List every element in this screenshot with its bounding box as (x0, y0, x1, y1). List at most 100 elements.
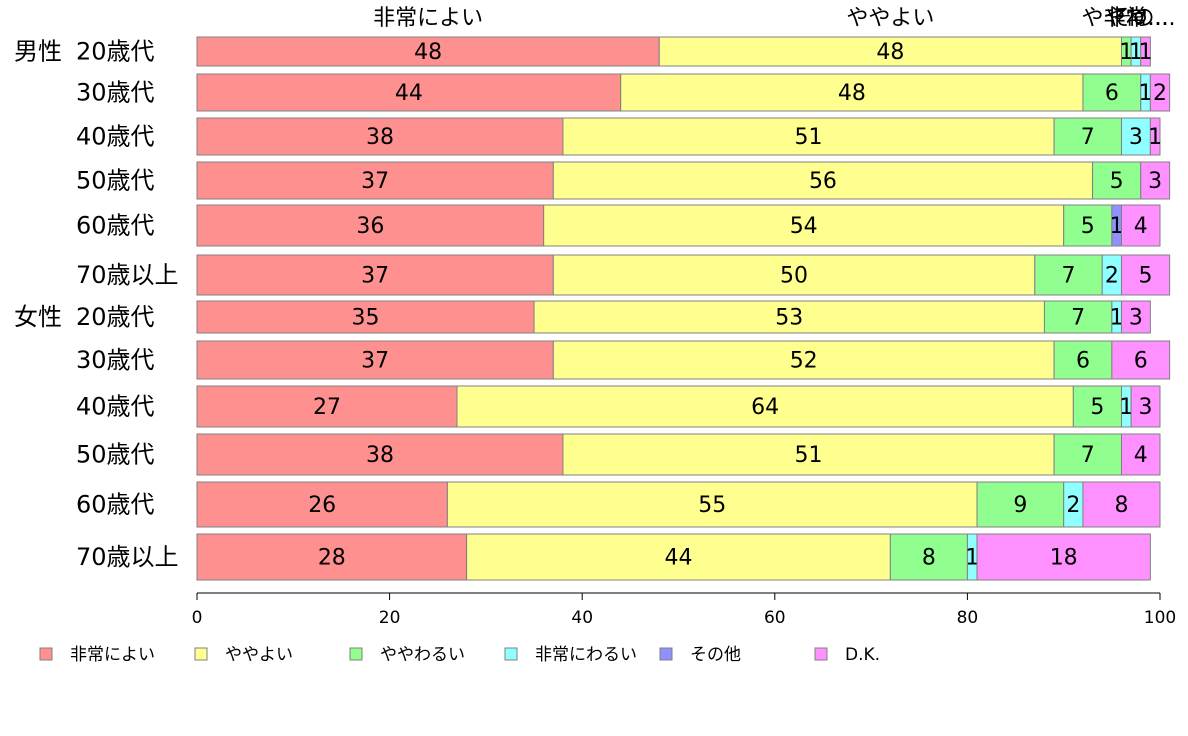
top-segment-label: ややよい (846, 6, 934, 31)
bar-row: 27 64 5 1 3 (196, 385, 1161, 428)
data-label: 18 (1050, 546, 1078, 571)
data-label: 64 (751, 395, 779, 420)
category-label: 50歳代 (76, 441, 155, 469)
bar-segment (196, 533, 468, 581)
category-label: 30歳代 (76, 79, 155, 107)
data-label: 7 (1062, 264, 1076, 289)
data-label: 7 (1081, 125, 1095, 150)
category-label: 40歳代 (76, 123, 155, 151)
data-label: 36 (356, 214, 384, 239)
data-label: 28 (318, 546, 346, 571)
legend-item: ややよい (194, 645, 293, 665)
category-label: 70歳以上 (76, 543, 179, 571)
x-tick-label: 100 (1144, 608, 1176, 628)
bar-segment (620, 73, 1084, 112)
data-label: 1 (1148, 125, 1162, 150)
legend-item: 非常によい (39, 645, 155, 665)
bar-row: 37 50 7 2 5 (196, 254, 1171, 296)
bar-segment (196, 73, 622, 112)
category-label: 30歳代 (76, 346, 155, 374)
data-label: 51 (795, 443, 823, 468)
legend-label: ややわるい (380, 645, 465, 665)
data-label: 1 (1110, 214, 1124, 239)
bar-segment (1034, 254, 1103, 296)
data-label: 48 (876, 40, 904, 65)
data-label: 1 (1110, 306, 1124, 331)
data-label: 8 (1114, 493, 1128, 518)
bar-segment (196, 204, 545, 247)
category-label: 60歳代 (76, 491, 155, 519)
data-label: 5 (1090, 395, 1104, 420)
bar-segment (976, 481, 1065, 528)
bar-segment (889, 533, 968, 581)
data-label: 1 (965, 546, 979, 571)
data-label: 53 (775, 306, 803, 331)
data-label: 44 (395, 81, 423, 106)
top-segment-label: ややわ... (1082, 6, 1169, 31)
data-label: 2 (1066, 493, 1080, 518)
bar-segment (1053, 117, 1122, 156)
bar-row: 38 51 7 3 1 (196, 117, 1162, 156)
legend-label: その他 (690, 645, 741, 665)
data-label: 3 (1148, 169, 1162, 194)
category-label: 70歳以上 (76, 261, 179, 289)
x-tick-label: 40 (571, 608, 593, 628)
data-label: 8 (922, 546, 936, 571)
bar-segment (1130, 385, 1161, 428)
legend-item: D.K. (814, 645, 880, 665)
data-label: 38 (366, 443, 394, 468)
x-tick-label: 20 (379, 608, 401, 628)
data-label: 7 (1071, 306, 1085, 331)
data-label: 51 (795, 125, 823, 150)
bar-segment (976, 533, 1151, 581)
legend-swatch (504, 647, 518, 661)
bar-segment (1063, 204, 1113, 247)
bar-segment (1120, 433, 1161, 476)
bar-segment (466, 533, 891, 581)
bar-row: 37 52 6 6 (196, 340, 1171, 380)
bar-segment (562, 433, 1055, 476)
data-label: 9 (1013, 493, 1027, 518)
data-label: 26 (308, 493, 336, 518)
data-label: 37 (361, 264, 389, 289)
legend-label: 非常によい (70, 645, 155, 665)
legend-label: ややよい (225, 645, 293, 665)
data-label: 6 (1134, 349, 1148, 374)
x-axis: 0 20 40 60 80 100 (192, 592, 1176, 628)
bar-segment (196, 340, 554, 380)
data-label: 1 (1129, 40, 1143, 65)
data-label: 3 (1129, 125, 1143, 150)
legend-label: 非常にわるい (535, 645, 637, 665)
bar-segment (552, 254, 1036, 296)
data-label: 37 (361, 169, 389, 194)
bar-segment (196, 385, 458, 428)
data-label: 3 (1129, 306, 1143, 331)
bar-segment (456, 385, 1074, 428)
bar-segment (1140, 36, 1151, 67)
bar-segment (562, 117, 1055, 156)
category-label: 20歳代 (76, 38, 155, 66)
legend-item: その他 (659, 645, 741, 665)
data-label: 5 (1081, 214, 1095, 239)
data-label: 1 (1139, 81, 1153, 106)
x-tick-label: 80 (957, 608, 979, 628)
bar-segment (1082, 481, 1161, 528)
data-label: 48 (414, 40, 442, 65)
bar-segment (1149, 73, 1171, 112)
data-label: 3 (1139, 395, 1153, 420)
data-label: 6 (1105, 81, 1119, 106)
category-label: 20歳代 (76, 303, 155, 331)
legend-swatch (659, 647, 673, 661)
bar-segment (1120, 300, 1151, 334)
bar-row: 37 56 5 3 (196, 161, 1171, 200)
bar-segment (1120, 204, 1161, 247)
bar-segment (196, 433, 564, 476)
bar-row: 38 51 7 4 (196, 433, 1161, 476)
data-label: 50 (780, 264, 808, 289)
bar-segment (1149, 117, 1161, 156)
group-label: 男性 (14, 38, 62, 66)
legend-swatch (814, 647, 828, 661)
data-label: 2 (1105, 264, 1119, 289)
